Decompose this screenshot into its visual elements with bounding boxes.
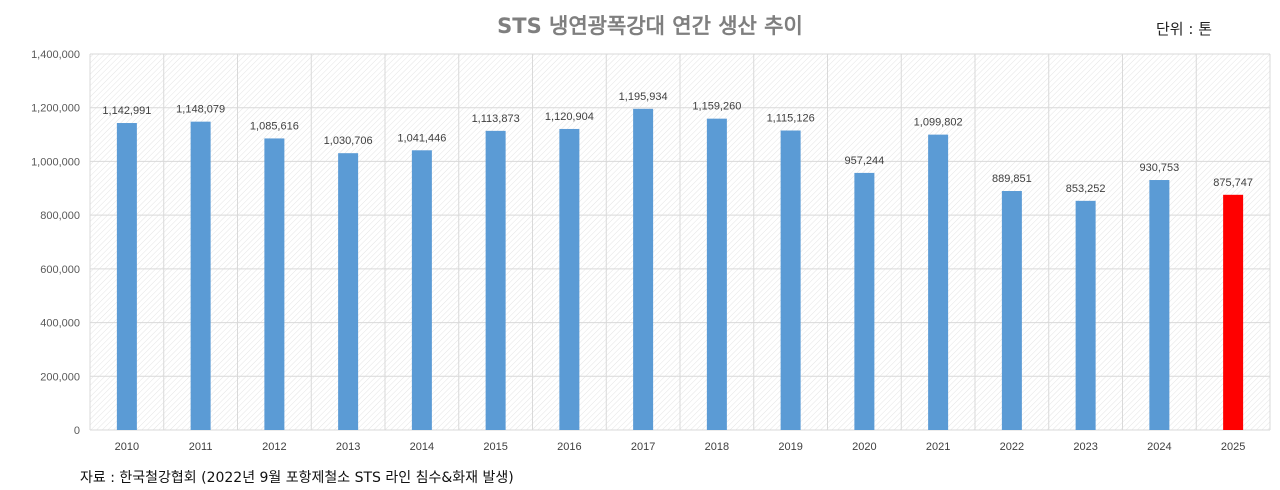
x-tick-label: 2021 xyxy=(926,441,950,453)
y-tick-label: 800,000 xyxy=(40,210,80,222)
x-tick-label: 2012 xyxy=(262,441,286,453)
x-tick-label: 2010 xyxy=(115,441,139,453)
x-tick-label: 2020 xyxy=(852,441,876,453)
data-label: 1,142,991 xyxy=(102,105,151,117)
x-tick-label: 2018 xyxy=(705,441,729,453)
y-tick-label: 1,200,000 xyxy=(31,103,80,115)
bar-2017 xyxy=(633,108,654,430)
y-tick-label: 200,000 xyxy=(40,371,80,383)
data-label: 1,115,126 xyxy=(767,113,815,125)
data-label: 1,113,873 xyxy=(472,113,520,125)
y-tick-label: 1,000,000 xyxy=(31,156,80,168)
bar-2010 xyxy=(116,123,137,431)
x-tick-label: 2014 xyxy=(410,441,434,453)
data-label: 1,195,934 xyxy=(619,91,668,103)
bar-2019 xyxy=(780,130,801,430)
y-tick-label: 600,000 xyxy=(40,264,80,276)
x-tick-label: 2017 xyxy=(631,441,655,453)
bar-2022 xyxy=(1001,191,1022,430)
data-label: 930,753 xyxy=(1139,162,1179,174)
y-tick-label: 1,400,000 xyxy=(31,49,80,61)
x-tick-label: 2011 xyxy=(189,441,213,453)
data-label: 889,851 xyxy=(992,173,1032,185)
x-tick-label: 2025 xyxy=(1221,441,1245,453)
bar-2015 xyxy=(485,130,506,431)
bar-2018 xyxy=(706,118,727,430)
bar-2025 xyxy=(1223,194,1244,430)
data-label: 1,148,079 xyxy=(176,104,225,116)
data-label: 853,252 xyxy=(1066,183,1106,195)
bar-2016 xyxy=(559,128,580,430)
bar-2021 xyxy=(928,134,949,430)
x-tick-label: 2016 xyxy=(557,441,581,453)
x-tick-label: 2022 xyxy=(1000,441,1024,453)
bar-2011 xyxy=(190,121,211,430)
y-tick-label: 400,000 xyxy=(40,318,80,330)
data-label: 1,159,260 xyxy=(692,101,741,113)
chart-title: STS 냉연광폭강대 연간 생산 추이 xyxy=(497,14,803,38)
data-label: 1,030,706 xyxy=(324,135,373,147)
data-label: 1,120,904 xyxy=(545,111,594,123)
data-label: 1,099,802 xyxy=(914,117,963,129)
unit-label: 단위 : 톤 xyxy=(1156,20,1212,38)
data-label: 1,041,446 xyxy=(397,132,446,144)
data-label: 1,085,616 xyxy=(250,120,299,132)
x-tick-label: 2015 xyxy=(483,441,507,453)
x-tick-label: 2023 xyxy=(1073,441,1097,453)
bar-2013 xyxy=(338,153,359,430)
bar-2020 xyxy=(854,172,875,430)
bar-2012 xyxy=(264,138,285,430)
data-label: 957,244 xyxy=(844,155,884,167)
y-tick-label: 0 xyxy=(74,425,80,437)
bar-2014 xyxy=(411,150,432,430)
x-tick-label: 2019 xyxy=(778,441,802,453)
x-tick-label: 2013 xyxy=(336,441,360,453)
x-tick-label: 2024 xyxy=(1147,441,1171,453)
source-note: 자료 : 한국철강협회 (2022년 9월 포항제철소 STS 라인 침수&화재… xyxy=(80,470,514,486)
data-label: 875,747 xyxy=(1213,177,1253,189)
bar-2023 xyxy=(1075,200,1096,430)
bar-2024 xyxy=(1149,180,1170,430)
